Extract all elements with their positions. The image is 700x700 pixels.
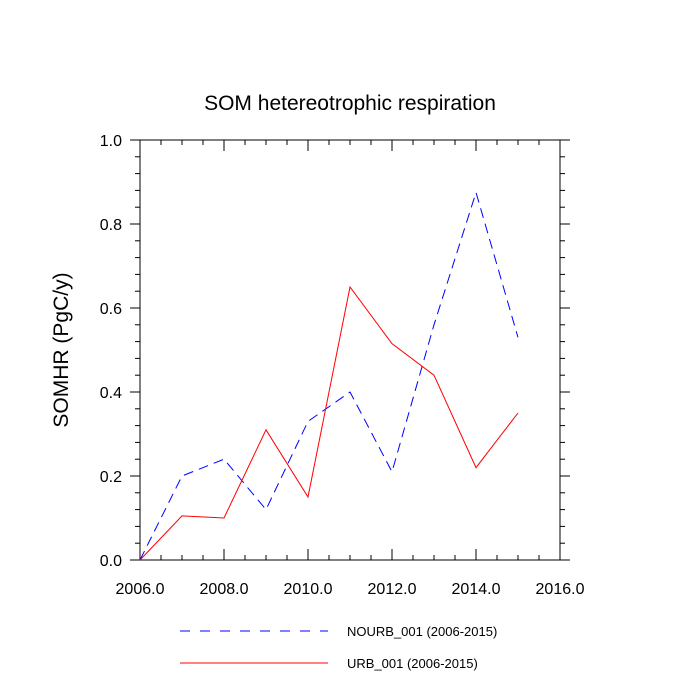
y-tick-label: 0.0 [100,553,122,570]
x-tick-label: 2016.0 [536,581,585,598]
x-tick-label: 2012.0 [368,581,417,598]
x-tick-label: 2010.0 [284,581,333,598]
legend-label: URB_001 (2006-2015) [347,656,478,671]
y-axis-label: SOMHR (PgC/y) [50,272,73,427]
y-tick-label: 0.4 [100,385,122,402]
y-tick-label: 1.0 [100,133,122,150]
x-tick-label: 2008.0 [200,581,249,598]
chart-title: SOM hetereotrophic respiration [204,92,496,115]
legend-label: NOURB_001 (2006-2015) [347,624,497,639]
axis-ticks [130,139,570,561]
x-tick-label: 2014.0 [452,581,501,598]
y-tick-label: 0.6 [100,301,122,318]
plot-frame [139,139,561,561]
x-tick-label: 2006.0 [116,581,165,598]
series-line-2 [139,285,519,561]
series-group [139,190,519,561]
axis-tick-labels: 2006.0 2008.0 2010.0 2012.0 2014.0 2016.0 0.0 0… [100,133,585,598]
legend: NOURB_001 (2006-2015) URB_001 (2006-2015) [180,624,497,671]
series-line-1 [139,190,519,561]
y-tick-label: 0.8 [100,217,122,234]
y-tick-label: 0.2 [100,469,122,486]
